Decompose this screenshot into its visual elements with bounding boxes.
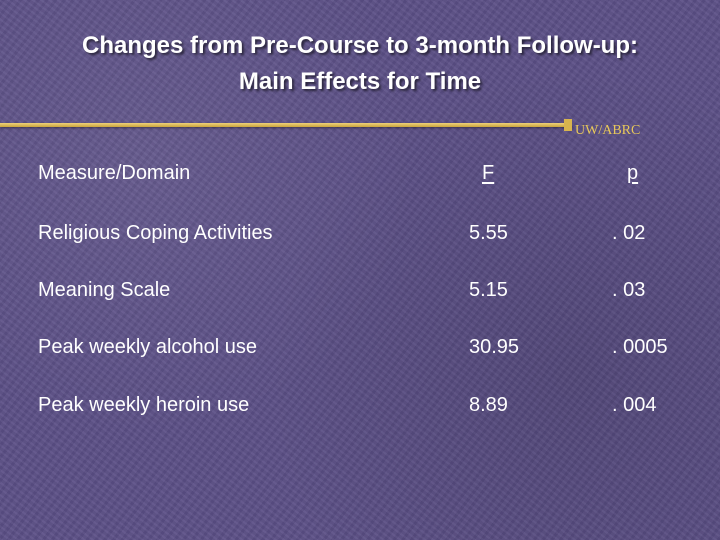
table-row: Religious Coping Activities 5.55 . 02 (0, 222, 720, 252)
slide-title-line-2: Main Effects for Time (238, 68, 482, 95)
row-measure: Peak weekly alcohol use (38, 336, 258, 358)
header-measure-domain: Measure/Domain (38, 162, 191, 184)
table-row: Peak weekly heroin use 8.89 . 004 (0, 394, 720, 424)
table-header-row: Measure/Domain F p (0, 162, 720, 192)
row-measure: Religious Coping Activities (38, 222, 273, 244)
slide-title: Changes from Pre-Course to 3-month Follo… (0, 28, 720, 100)
header-f: F (482, 162, 495, 184)
row-f-value: 5.15 (469, 279, 508, 301)
row-p-value: . 0005 (612, 336, 668, 358)
row-p-value: . 03 (612, 279, 646, 301)
row-f-value: 30.95 (469, 336, 520, 358)
row-p-value: . 02 (612, 222, 646, 244)
slide-title-line-1: Changes from Pre-Course to 3-month Follo… (82, 32, 638, 59)
table-row: Meaning Scale 5.15 . 03 (0, 279, 720, 309)
row-f-value: 5.55 (469, 222, 508, 244)
row-p-value: . 004 (612, 394, 657, 416)
row-measure: Peak weekly heroin use (38, 394, 250, 416)
row-measure: Meaning Scale (38, 279, 171, 301)
header-p: p (627, 162, 639, 184)
title-divider-rule (0, 123, 572, 127)
table-row: Peak weekly alcohol use 30.95 . 0005 (0, 336, 720, 366)
divider-end-cap (564, 119, 572, 131)
row-f-value: 8.89 (469, 394, 508, 416)
credit-label: UW/ABRC (575, 123, 641, 138)
